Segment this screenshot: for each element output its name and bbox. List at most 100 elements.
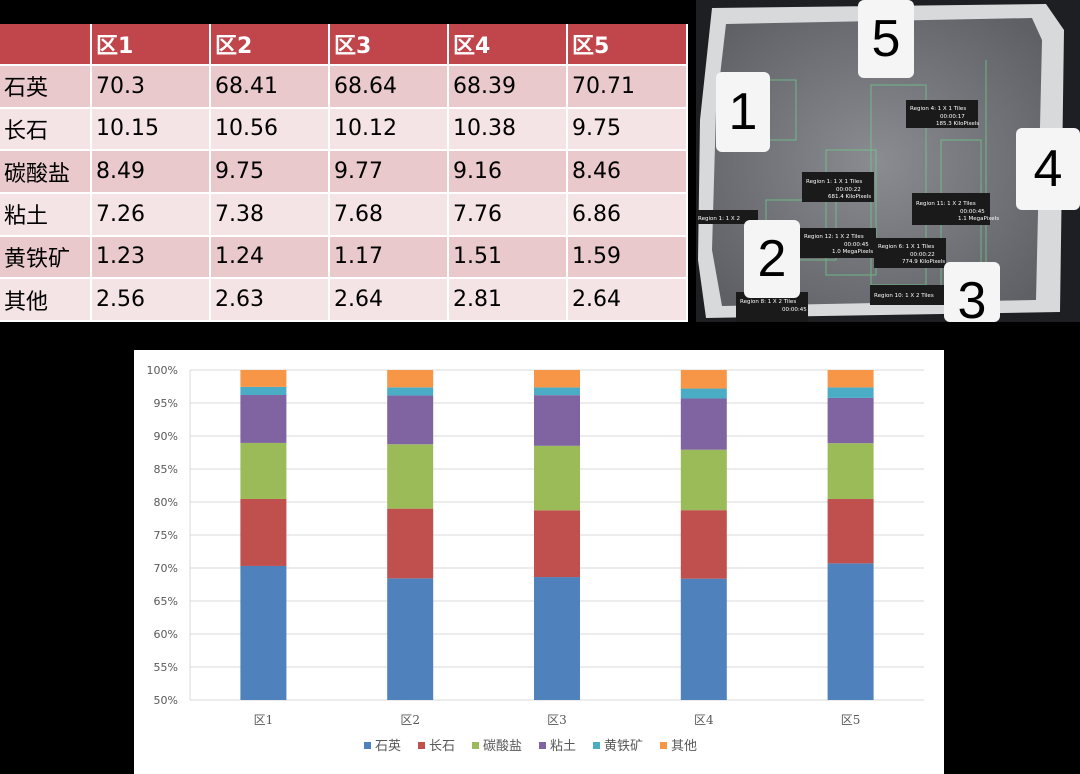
table-header-row: 区1 区2 区3 区4 区5 xyxy=(0,24,688,66)
table-cell: 9.75 xyxy=(211,151,330,194)
bar-segment xyxy=(680,449,727,511)
bar-segment xyxy=(534,387,580,396)
y-tick-label: 75% xyxy=(154,529,178,542)
row-label: 石英 xyxy=(0,66,92,109)
y-tick-label: 60% xyxy=(154,628,178,641)
table-cell: 10.56 xyxy=(211,108,330,152)
x-category-label: 区2 xyxy=(400,713,420,727)
bar-segment xyxy=(680,388,727,399)
legend-swatch xyxy=(660,742,667,749)
bar-segment xyxy=(680,398,727,450)
region-tag-time: 00:00:45 xyxy=(960,209,985,215)
table-cell: 68.41 xyxy=(211,66,330,109)
region-tag-title: Region 12: 1 X 2 Tiles xyxy=(804,234,864,240)
table-cell: 9.16 xyxy=(449,151,568,194)
bar-segment xyxy=(827,563,874,700)
y-tick-label: 70% xyxy=(154,562,178,575)
region-tag-size: 1.0 MegaPixels xyxy=(832,249,873,255)
legend-swatch xyxy=(539,742,546,749)
table-row: 碳酸盐 8.49 9.75 9.77 9.16 8.46 xyxy=(0,151,688,194)
region-tag-title: Region 10: 1 X 2 Tiles xyxy=(874,293,934,299)
chart-canvas: 50%55%60%65%70%75%80%85%90%95%100% 区1 区2 区… xyxy=(147,364,924,754)
y-tick-label: 90% xyxy=(154,430,178,443)
header-cell: 区5 xyxy=(568,24,688,66)
region-tag-title: Region 11: 1 X 2 Tiles xyxy=(916,201,976,207)
bar-segment xyxy=(240,395,287,443)
bar-segment xyxy=(387,370,434,388)
bar-segment xyxy=(240,565,287,700)
table-cell: 7.38 xyxy=(211,193,330,237)
bar-segment xyxy=(387,578,434,700)
region-tag-title: Region 1: 1 X 2 xyxy=(698,216,740,222)
region-tag-time: 00:00:45 xyxy=(844,242,869,248)
region-number-label: 3 xyxy=(944,262,1000,322)
legend-swatch xyxy=(418,742,425,749)
bar-segment xyxy=(534,370,580,388)
legend-swatch xyxy=(364,742,371,749)
y-tick-label: 100% xyxy=(147,364,178,377)
region-tag-size: 185.3 KiloPixels xyxy=(936,121,979,127)
table-cell: 8.49 xyxy=(92,151,211,194)
table-cell: 1.23 xyxy=(92,236,211,280)
table-cell: 9.75 xyxy=(568,108,688,152)
bar-segment xyxy=(387,395,434,445)
bar-segment xyxy=(387,387,434,396)
bar-segment xyxy=(827,370,874,388)
bar-segment xyxy=(240,442,287,499)
x-axis-labels: 区1 区2 区3 区4 区5 xyxy=(254,713,861,727)
table-row: 其他 2.56 2.63 2.64 2.81 2.64 xyxy=(0,279,688,322)
table-row: 粘土 7.26 7.38 7.68 7.76 6.86 xyxy=(0,193,688,237)
legend-label: 粘土 xyxy=(550,739,576,754)
row-label: 黄铁矿 xyxy=(0,236,92,280)
bar-segment xyxy=(680,370,727,389)
bar-segment xyxy=(827,387,874,398)
table-cell: 2.56 xyxy=(92,279,211,322)
table-cell: 70.71 xyxy=(568,66,688,109)
header-cell: 区1 xyxy=(92,24,211,66)
region-tag-size: 774.9 KiloPixels xyxy=(902,259,945,265)
region-number-label: 5 xyxy=(858,0,914,78)
header-cell xyxy=(0,24,92,66)
table-cell: 7.26 xyxy=(92,193,211,237)
table-cell: 2.63 xyxy=(211,279,330,322)
mineral-composition-table: 区1 区2 区3 区4 区5 石英 70.3 68.41 68.64 68.39… xyxy=(0,24,688,322)
bar-segment xyxy=(534,395,580,446)
y-axis-ticks: 50% 55% 60% 65% 70% 75% 80% 85% 90% 95% 100% xyxy=(147,364,178,707)
y-tick-label: 85% xyxy=(154,463,178,476)
header-cell: 区4 xyxy=(449,24,568,66)
table-cell: 6.86 xyxy=(568,193,688,237)
x-category-label: 区1 xyxy=(254,713,274,727)
region-tag-time: 00:00:45 xyxy=(782,307,807,313)
table-cell: 1.17 xyxy=(330,236,449,280)
sample-photo: Region 4: 1 X 1 Tiles 00:00:17 185.3 Kil… xyxy=(696,0,1080,322)
legend-label: 碳酸盐 xyxy=(483,739,522,754)
row-label: 碳酸盐 xyxy=(0,151,92,194)
table-cell: 7.76 xyxy=(449,193,568,237)
table-cell: 68.64 xyxy=(330,66,449,109)
y-tick-label: 80% xyxy=(154,496,178,509)
bar-segment xyxy=(680,510,727,579)
bar-segment xyxy=(534,577,580,700)
row-label: 粘土 xyxy=(0,193,92,237)
legend-swatch xyxy=(472,742,479,749)
legend-label: 黄铁矿 xyxy=(604,739,643,754)
y-tick-label: 50% xyxy=(154,694,178,707)
table-cell: 9.77 xyxy=(330,151,449,194)
y-tick-label: 95% xyxy=(154,397,178,410)
bars xyxy=(240,370,874,700)
bar-segment xyxy=(240,498,287,566)
legend-label: 其他 xyxy=(671,739,697,754)
table-cell: 10.15 xyxy=(92,108,211,152)
bar-segment xyxy=(240,370,287,387)
bar-segment xyxy=(387,508,434,579)
region-tag-title: Region 1: 1 X 1 Tiles xyxy=(806,179,862,185)
region-tag-title: Region 6: 1 X 1 Tiles xyxy=(878,244,934,250)
region-number-label: 2 xyxy=(744,220,800,298)
legend-swatch xyxy=(593,742,600,749)
bar-segment xyxy=(387,444,434,509)
region-tags: Region 4: 1 X 1 Tiles 00:00:17 185.3 Kil… xyxy=(696,100,999,322)
table-cell: 2.64 xyxy=(568,279,688,322)
region-number-label: 4 xyxy=(1016,128,1080,210)
bar-segment xyxy=(680,578,727,700)
x-category-label: 区3 xyxy=(547,713,567,727)
